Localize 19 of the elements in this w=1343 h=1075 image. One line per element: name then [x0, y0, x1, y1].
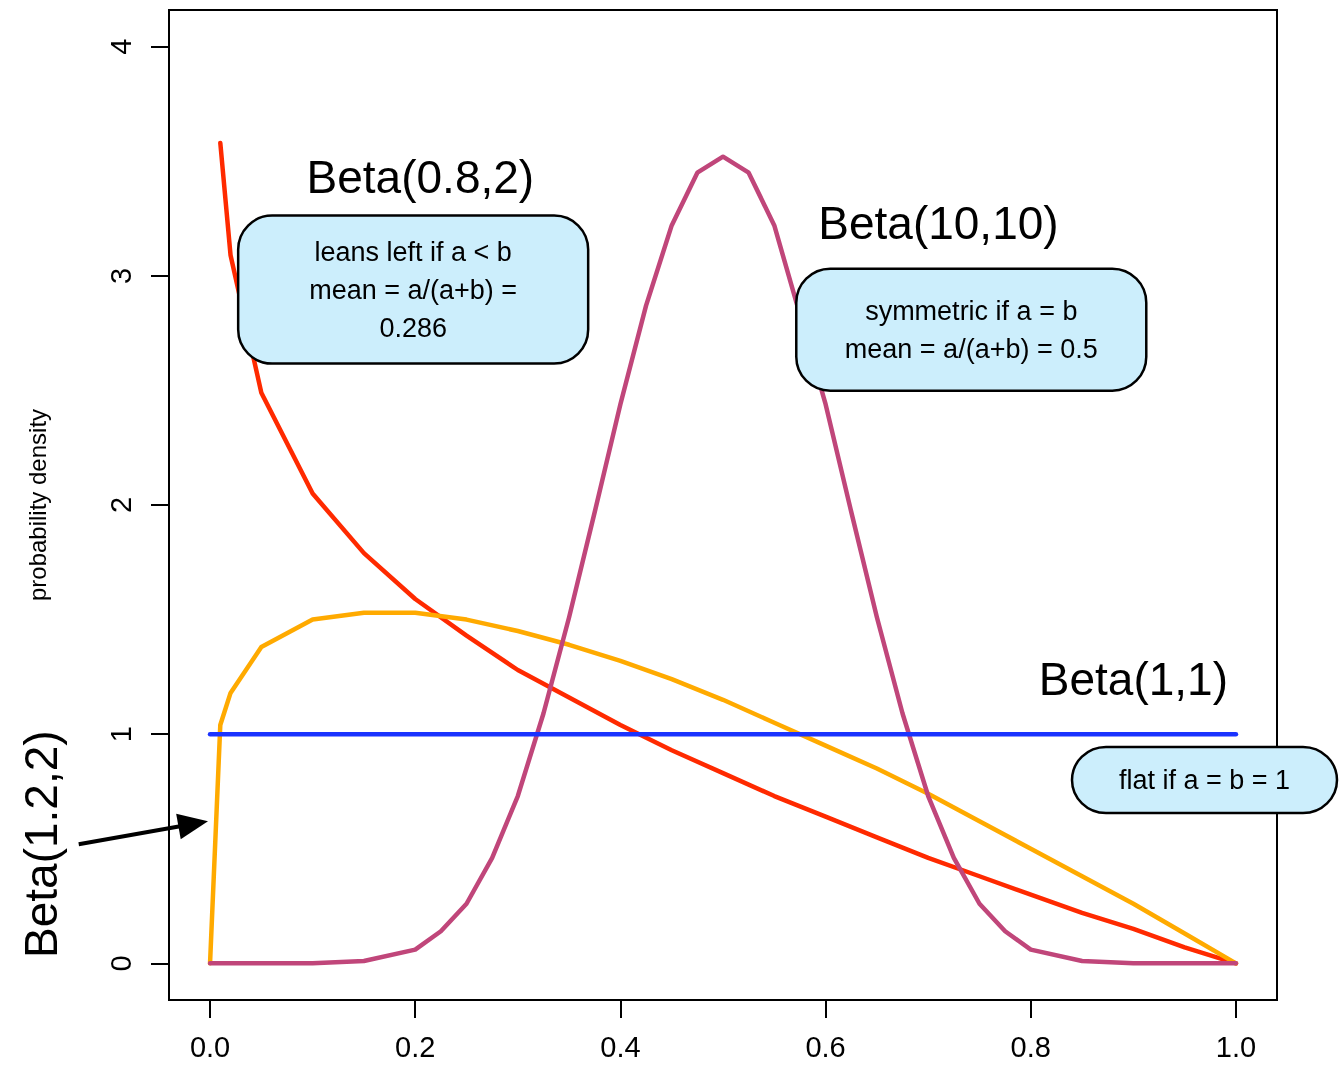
y-axis-title: probability density [23, 408, 51, 602]
y-tick-label: 2 [104, 496, 137, 514]
text: Beta(1.2,2) [14, 730, 67, 958]
series-label: Beta(1,1) [1038, 653, 1228, 706]
y-tick-label: 3 [104, 267, 137, 284]
y-tick-label: 1 [104, 726, 137, 743]
x-tick-label: 0.8 [1010, 1030, 1051, 1063]
y-tick-label: 4 [104, 38, 137, 55]
series-label: Beta(0.8,2) [306, 151, 535, 204]
x-tick-label: 0.4 [600, 1030, 641, 1063]
annotation: flat if a = b = 1 [1118, 765, 1291, 795]
x-tick-label: 1.0 [1215, 1030, 1257, 1063]
x-tick-label: 0.2 [395, 1030, 436, 1063]
y-tick-label: 0 [104, 955, 137, 972]
x-tick-label: 0.0 [189, 1030, 231, 1063]
annotation: symmetric if a = b mean = a/(a+b) = 0.5 [844, 295, 1098, 364]
x-tick-label: 0.6 [805, 1030, 846, 1063]
series-label: Beta(10,10) [818, 197, 1059, 250]
annotation: leans left if a < b mean = a/(a+b) = 0.286 [309, 236, 518, 343]
